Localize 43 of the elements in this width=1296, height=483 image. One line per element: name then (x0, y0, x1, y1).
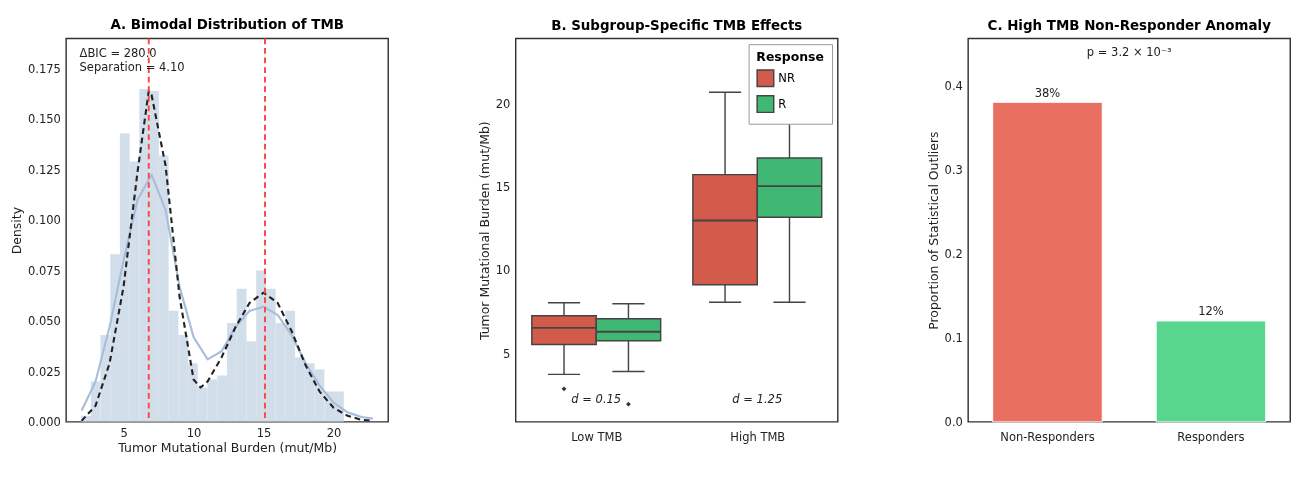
chart-title: C. High TMB Non-Responder Anomaly (987, 17, 1272, 33)
y-axis-title: Tumor Mutational Burden (mut/Mb) (477, 121, 493, 341)
y-tick-label: 0.125 (27, 162, 61, 177)
x-tick-label: 10 (186, 425, 202, 440)
y-tick-label: 20 (495, 96, 511, 111)
x-tick-label: 5 (120, 425, 128, 440)
x-tick-label: High TMB (730, 429, 786, 444)
y-tick-label: 10 (495, 263, 511, 278)
y-tick-label: 0.000 (27, 415, 61, 430)
x-tick-label: 15 (256, 425, 272, 440)
y-tick-label: 5 (503, 346, 511, 361)
legend-title: Response (756, 49, 824, 65)
legend-label: R (778, 96, 787, 111)
annotation: Separation = 4.10 (79, 60, 185, 75)
y-tick-label: 15 (495, 180, 511, 195)
x-tick-label: Responders (1177, 429, 1245, 444)
x-tick-label: Non-Responders (1000, 429, 1095, 444)
annotation: p = 3.2 × 10⁻³ (1086, 44, 1172, 59)
y-axis-title: Proportion of Statistical Outliers (925, 131, 941, 330)
y-tick-label: 0.075 (27, 263, 61, 278)
y-tick-label: 0.175 (27, 62, 61, 77)
y-tick-label: 0.0 (944, 415, 963, 430)
chart-title: B. Subgroup-Specific TMB Effects (551, 17, 803, 33)
y-tick-label: 0.150 (27, 112, 61, 127)
annotation: ΔBIC = 280.0 (79, 45, 157, 60)
annotation: d = 0.15 (571, 391, 622, 406)
y-tick-label: 0.2 (944, 247, 963, 261)
y-tick-label: 0.100 (27, 213, 61, 228)
y-tick-label: 0.4 (944, 78, 963, 93)
legend-label: NR (778, 71, 795, 86)
data-label: 12% (1198, 304, 1224, 319)
y-tick-label: 0.025 (27, 364, 61, 379)
x-tick-label: Low TMB (571, 429, 623, 444)
y-axis-title: Density (9, 206, 25, 255)
y-tick-label: 0.1 (944, 331, 963, 346)
y-tick-label: 0.050 (27, 314, 61, 329)
data-label: 38% (1034, 85, 1061, 100)
x-axis-title: Tumor Mutational Burden (mut/Mb) (117, 440, 338, 456)
y-tick-label: 0.3 (944, 162, 963, 177)
chart-title: A. Bimodal Distribution of TMB (110, 16, 344, 32)
x-tick-label: 20 (326, 425, 342, 440)
annotation: d = 1.25 (732, 391, 783, 406)
line-series (80, 173, 374, 420)
